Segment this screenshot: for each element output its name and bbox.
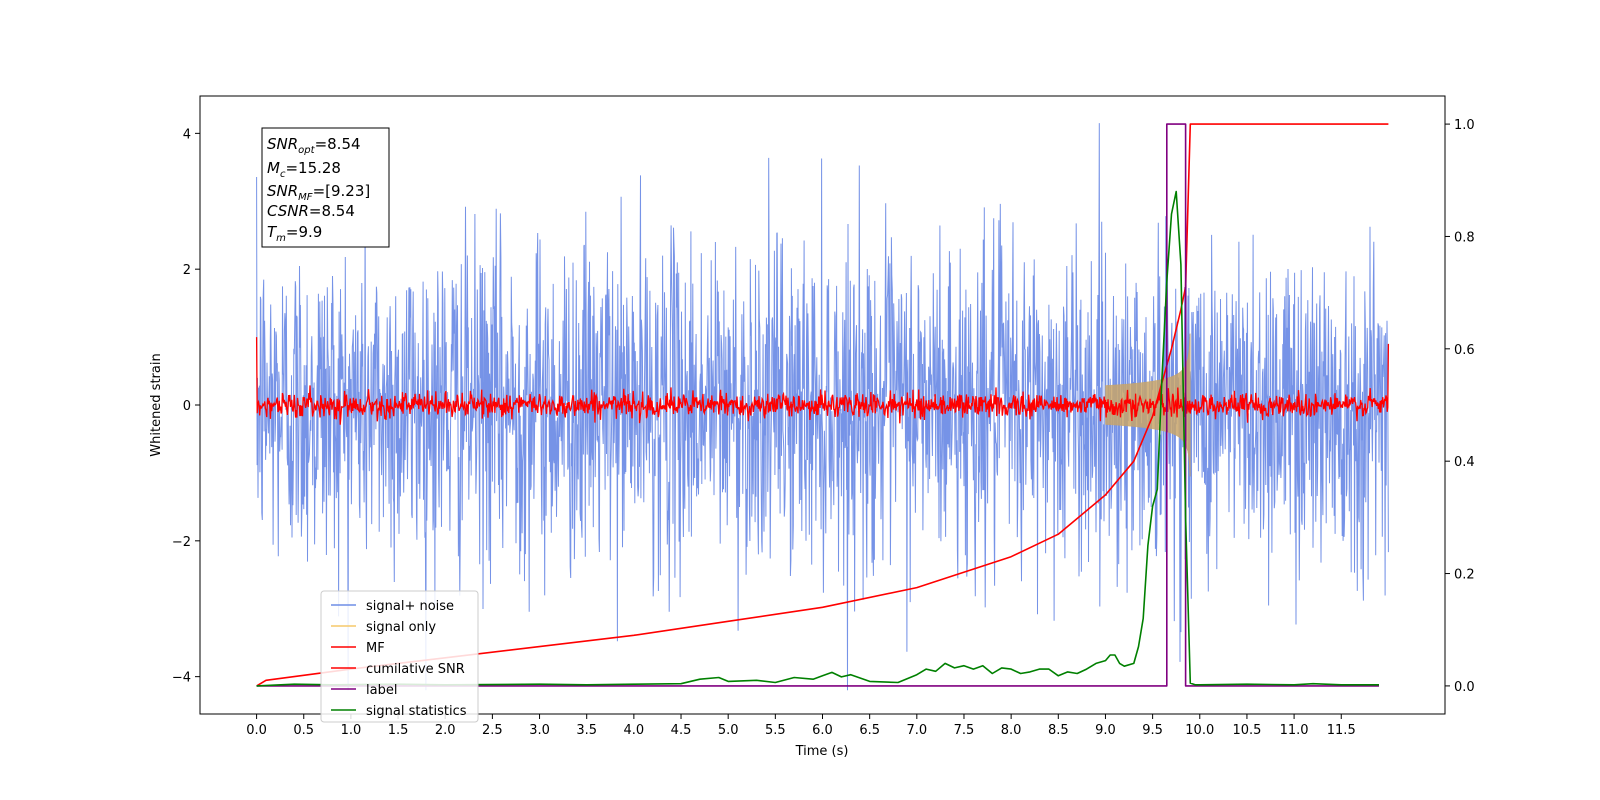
x-tick-label: 8.5 [1048,723,1069,738]
info-box: SNRopt=8.54 Mc=15.28 SNRMF=[9.23] CSNR=8… [261,127,390,248]
x-tick-label: 11.0 [1280,723,1309,738]
y2-tick-label: 0.4 [1454,455,1475,470]
legend-label: cumilative SNR [366,662,465,677]
x-tick-label: 0.5 [293,723,314,738]
series-signal-statistics [256,190,1379,687]
x-tick-label: 10.5 [1232,723,1261,738]
x-axis-label: Time (s) [795,744,849,759]
x-tick-label: 9.0 [1095,723,1116,738]
x-tick-label: 8.0 [1001,723,1022,738]
y-tick-label: 4 [183,127,191,142]
info-mc: Mc=15.28 [267,159,341,180]
y-tick-label: 0 [183,399,191,414]
info-csnr: CSNR=8.54 [267,202,355,220]
x-tick-label: 4.5 [671,723,692,738]
info-tm: Tm=9.9 [267,223,322,244]
y2-tick-label: 0.6 [1454,343,1475,358]
x-tick-label: 6.0 [812,723,833,738]
x-tick-label: 7.0 [906,723,927,738]
legend-label: signal statistics [366,704,467,719]
legend-label: MF [366,641,385,656]
y2-tick-label: 1.0 [1454,118,1475,133]
info-snr-mf: SNRMF=[9.23] [267,182,370,203]
x-tick-label: 2.0 [435,723,456,738]
x-tick-label: 3.0 [529,723,550,738]
x-tick-label: 3.5 [576,723,597,738]
x-tick-label: 4.0 [624,723,645,738]
y-axis-label: Whitened strain [149,353,164,456]
y2-tick-label: 0.2 [1454,568,1475,583]
y2-tick-label: 0.0 [1454,680,1475,695]
x-tick-label: 9.5 [1142,723,1163,738]
x-tick-label: 1.5 [388,723,409,738]
x-tick-label: 7.5 [954,723,975,738]
info-snr-opt: SNRopt=8.54 [267,135,361,156]
x-tick-label: 1.0 [341,723,362,738]
legend-label: signal+ noise [366,599,454,614]
x-tick-label: 11.5 [1327,723,1356,738]
x-tick-label: 5.5 [765,723,786,738]
legend-label: signal only [366,620,436,635]
series-mf [255,337,1390,425]
x-tick-label: 0.0 [246,723,267,738]
y2-tick-label: 0.8 [1454,230,1475,245]
x-axis: 0.0 0.5 1.0 1.5 2.0 2.5 3.0 3.5 4.0 4.5 5.0 5.5 6.0 6… [246,714,1356,738]
legend-label: label [366,683,397,698]
x-tick-label: 6.5 [859,723,880,738]
y-tick-label: −2 [172,535,191,550]
y-tick-label: −4 [172,671,191,686]
y-tick-label: 2 [183,263,191,278]
x-tick-label: 10.0 [1185,723,1214,738]
y-axis-left: −4 −2 0 2 4 [172,127,200,686]
series-label [256,123,1379,687]
series-signal-noise [256,123,1389,691]
info-box-frame [261,127,390,248]
legend-frame [320,590,479,723]
y-axis-right: 0.0 0.2 0.4 0.6 0.8 1.0 [1445,118,1475,695]
legend: signal+ noise signal only MF cumilative SNR… [320,590,479,723]
x-tick-label: 5.0 [718,723,739,738]
x-tick-label: 2.5 [482,723,503,738]
